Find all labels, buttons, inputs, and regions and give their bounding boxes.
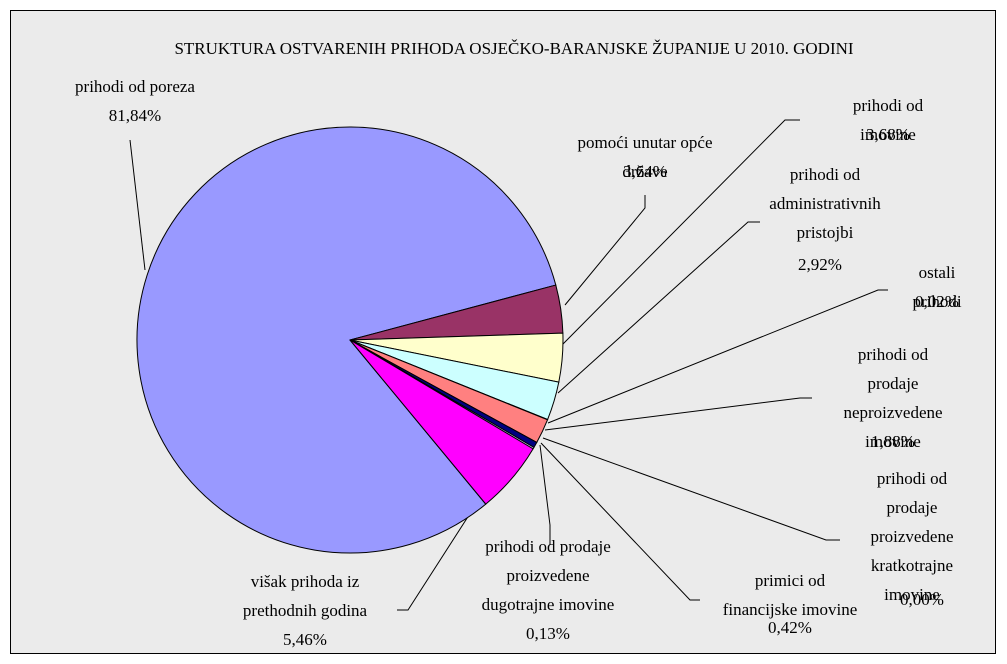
- value-label: 0,42%: [768, 618, 812, 637]
- value-label: 1,88%: [871, 432, 915, 451]
- leader-line: [540, 442, 700, 601]
- slice-label: primici od financijske imovine: [722, 571, 858, 619]
- slice-label: prihodi od prodaje neproizvedene imovine: [843, 345, 943, 451]
- slice-label: prihodi od administrativnih pristojbi: [769, 165, 881, 242]
- leader-line: [129, 139, 146, 271]
- value-label: 5,46%: [283, 630, 327, 649]
- value-label: 0,13%: [526, 624, 570, 643]
- pie-slice: [136, 126, 557, 554]
- slice-label: prihodi od prodaje proizvedene dugotrajn…: [481, 537, 615, 614]
- leader-line: [542, 437, 840, 541]
- value-label: 3,64%: [623, 162, 667, 181]
- value-label: 3,68%: [866, 125, 910, 144]
- leader-line: [539, 444, 551, 545]
- value-label: 0,02%: [915, 292, 959, 311]
- pie-slice: [349, 339, 534, 505]
- leader-lines: [129, 119, 888, 611]
- value-label: 0,00%: [900, 590, 944, 609]
- slice-label: prihodi od prodaje proizvedene kratkotra…: [870, 469, 954, 604]
- leader-line: [557, 221, 760, 394]
- chart-title: STRUKTURA OSTVARENIH PRIHODA OSJEČKO-BAR…: [174, 39, 854, 58]
- slice-label: prihodi od poreza: [75, 77, 195, 96]
- leader-line: [397, 497, 481, 611]
- value-label: 81,84%: [108, 106, 162, 125]
- leader-line: [564, 195, 646, 306]
- slice-label: pomoći unutar opće države: [577, 133, 713, 181]
- slices: [136, 126, 564, 554]
- slice-label: ostali prihodi: [912, 263, 962, 311]
- slice-label: prihodi od imovine: [852, 96, 924, 144]
- slice-label: višak prihoda iz prethodnih godina: [242, 572, 368, 620]
- leader-line: [561, 119, 800, 346]
- leader-line: [547, 289, 888, 424]
- value-label: 2,92%: [798, 255, 842, 274]
- leader-line: [544, 397, 812, 431]
